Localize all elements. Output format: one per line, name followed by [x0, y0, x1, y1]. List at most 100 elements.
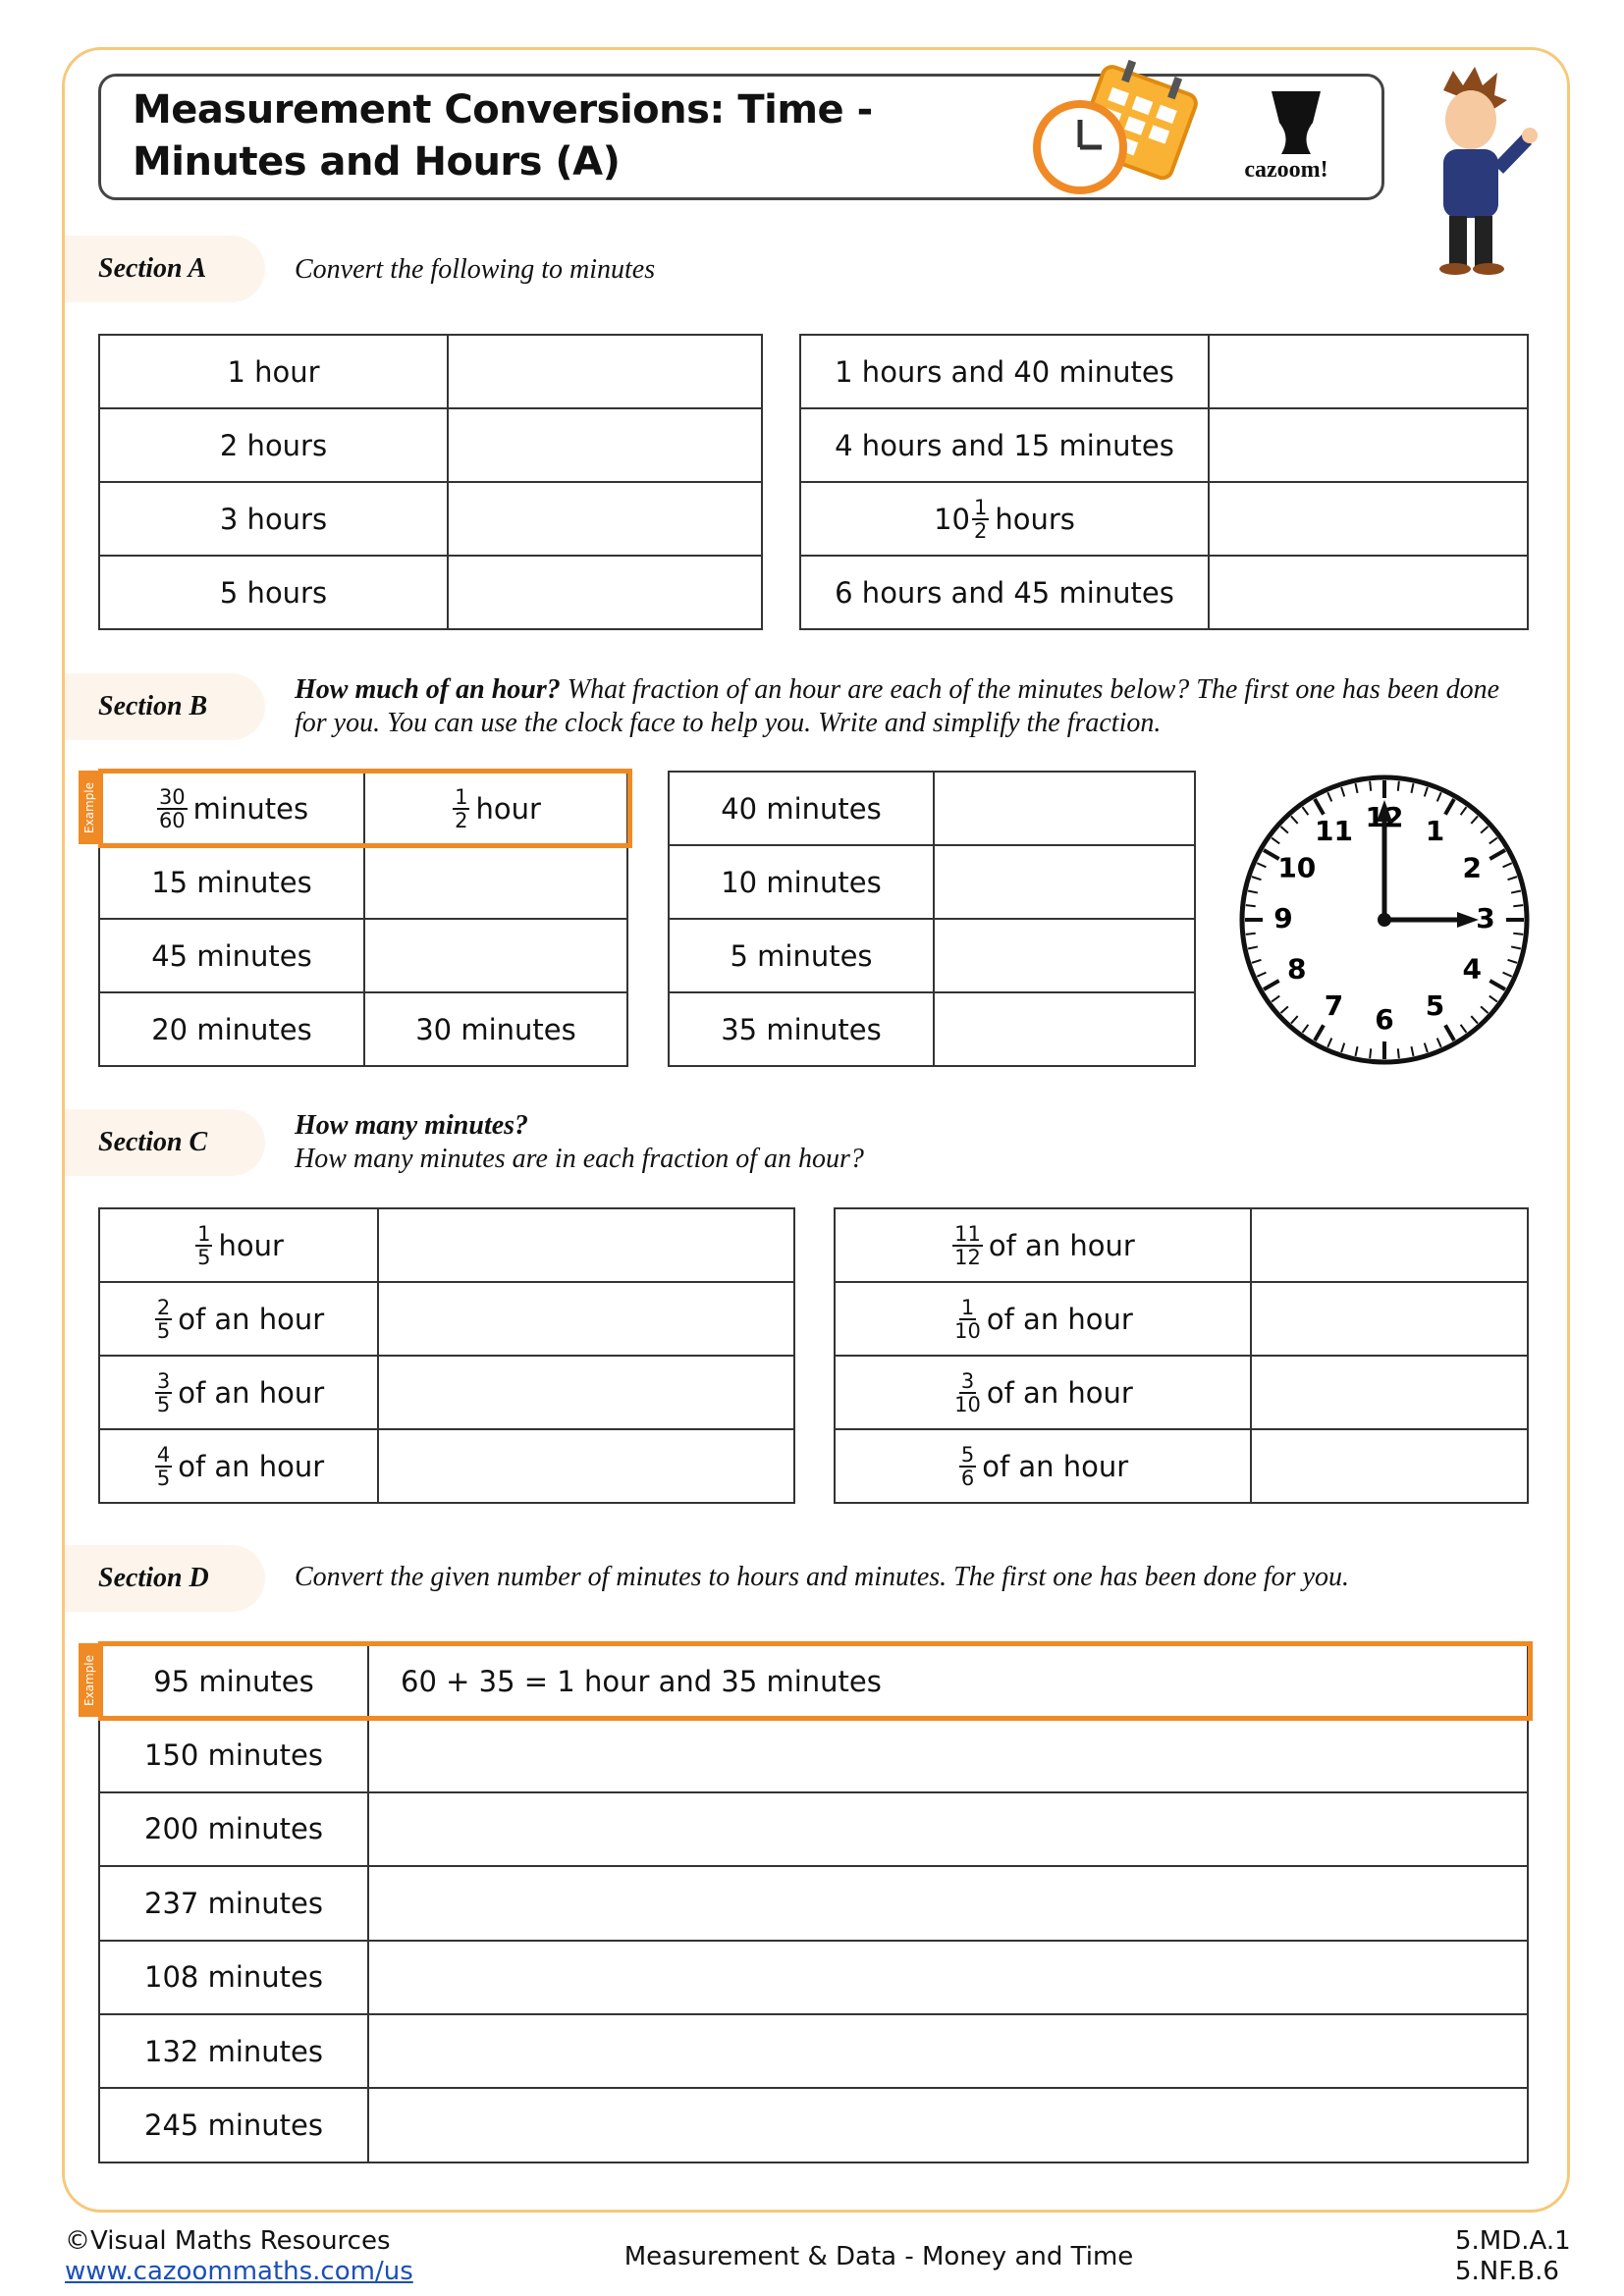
- denominator: 12: [954, 1245, 981, 1269]
- clock-tick: [1279, 1005, 1289, 1014]
- table: [668, 771, 1196, 1067]
- prompt-cell: 45 minutes: [100, 920, 365, 993]
- clock-tick: [1489, 979, 1506, 991]
- clock-tick: [1369, 1048, 1373, 1059]
- answer-cell: [369, 1867, 1529, 1942]
- prompt-cell: 6 hours and 45 minutes: [801, 557, 1210, 630]
- prompt: 245 minutes: [144, 2109, 323, 2143]
- clock-number: 4: [1462, 953, 1481, 986]
- clock-tick: [1507, 958, 1518, 964]
- answer-cell: [379, 1283, 795, 1357]
- clock-tick: [1410, 1045, 1415, 1057]
- clock-center: [1378, 913, 1391, 927]
- prompt: 1 hour: [227, 354, 320, 389]
- footer-standard: 5.MD.A.1: [1455, 2226, 1571, 2256]
- clock-tick: [1369, 780, 1373, 791]
- clock-tick: [1502, 862, 1513, 869]
- denominator: 6: [960, 1466, 975, 1490]
- prompt: 132 minutes: [144, 2034, 323, 2068]
- footer-copyright: ©Visual Maths Resources: [65, 2226, 391, 2256]
- prompt: 5 minutes: [730, 938, 873, 973]
- clock-tick: [1513, 904, 1524, 908]
- prompt: 2 hours: [219, 428, 328, 462]
- clock-calendar-icon: [1033, 59, 1198, 194]
- table: [834, 1207, 1529, 1504]
- prompt-cell: 1 hours and 40 minutes: [801, 336, 1210, 409]
- numerator: 1: [453, 784, 470, 810]
- prompt-text: of an hour: [178, 1302, 325, 1336]
- answer-cell: [1252, 1209, 1529, 1283]
- prompt-cell: 10 1 2 hours: [801, 483, 1210, 557]
- answer-cell: [1210, 409, 1529, 483]
- footer-standard: 5.NF.B.6: [1455, 2257, 1559, 2286]
- prompt-text: hours: [995, 502, 1075, 536]
- prompt: 45 minutes: [151, 938, 312, 973]
- prompt-cell: 108 minutes: [100, 1941, 369, 2015]
- answer-cell: [379, 1209, 795, 1283]
- prompt: 1 hours and 40 minutes: [835, 354, 1174, 389]
- clock-tick: [1354, 782, 1359, 794]
- prompt-text: of an hour: [986, 1375, 1133, 1410]
- denominator: 2: [455, 808, 468, 832]
- denominator: 5: [156, 1392, 171, 1416]
- clock-tick: [1502, 971, 1513, 978]
- page-frame: [62, 47, 1570, 2213]
- footer-url: www.cazoommaths.com/us: [65, 2257, 413, 2286]
- answer-cell: [449, 557, 763, 630]
- clock-number: 2: [1462, 852, 1481, 884]
- prompt-cell: 40 minutes: [670, 773, 935, 846]
- clock-tick: [1247, 945, 1259, 950]
- clock-number: 11: [1315, 815, 1353, 847]
- clock-tick: [1354, 1045, 1359, 1057]
- header-box: [98, 74, 1384, 200]
- clock-tick: [1326, 1038, 1333, 1048]
- instruction: How many minutes? How many minutes are in…: [295, 1109, 1502, 1176]
- clock-tick: [1489, 848, 1506, 861]
- prompt-cell: 15 minutes: [100, 846, 365, 920]
- answer-cell: [935, 920, 1196, 993]
- answer-cell: [1252, 1430, 1529, 1504]
- clock-tick: [1410, 782, 1415, 794]
- fraction: 1 10: [954, 1297, 981, 1342]
- prompt: 4 hours and 15 minutes: [835, 428, 1174, 462]
- prompt-cell: 5 minutes: [670, 920, 935, 993]
- prompt-text: of an hour: [988, 1228, 1135, 1262]
- prompt-cell: 4 5 of an hour: [100, 1430, 379, 1504]
- mascot: [1439, 67, 1538, 275]
- clock-number: 6: [1375, 1003, 1393, 1036]
- clock-tick: [1470, 815, 1479, 825]
- table: [799, 334, 1529, 630]
- clock-tick: [1279, 826, 1289, 834]
- denominator: 10: [954, 1318, 981, 1343]
- clock-tick: [1423, 786, 1429, 797]
- prompt-cell: 35 minutes: [670, 993, 935, 1067]
- clock-tick: [1263, 848, 1280, 861]
- answer-cell: [449, 336, 763, 409]
- clock-number: 8: [1287, 953, 1306, 986]
- numerator: 2: [154, 1295, 173, 1320]
- answer-cell: [1252, 1283, 1529, 1357]
- clock-tick: [1443, 1024, 1456, 1041]
- answer: 60 + 35 = 1 hour and 35 minutes: [401, 1664, 882, 1698]
- numerator: 30: [156, 784, 188, 810]
- denominator: 60: [158, 808, 186, 832]
- clock-tick: [1290, 815, 1299, 825]
- prompt: 6 hours and 45 minutes: [835, 575, 1174, 610]
- table: [98, 334, 763, 630]
- clock-tick: [1459, 806, 1468, 816]
- prompt: 3 hours: [219, 502, 328, 536]
- prompt-cell: 200 minutes: [100, 1792, 369, 1868]
- prompt-cell: 245 minutes: [100, 2089, 369, 2163]
- numerator: 1: [195, 1221, 213, 1247]
- title: Measurement Conversions: Time -: [133, 87, 873, 133]
- answer-cell: [449, 483, 763, 557]
- answer-cell: [1210, 557, 1529, 630]
- clock-tick: [1251, 876, 1262, 881]
- prompt-cell: 2 5 of an hour: [100, 1283, 379, 1357]
- prompt-cell: 132 minutes: [100, 2015, 369, 2090]
- numerator: 3: [154, 1368, 173, 1394]
